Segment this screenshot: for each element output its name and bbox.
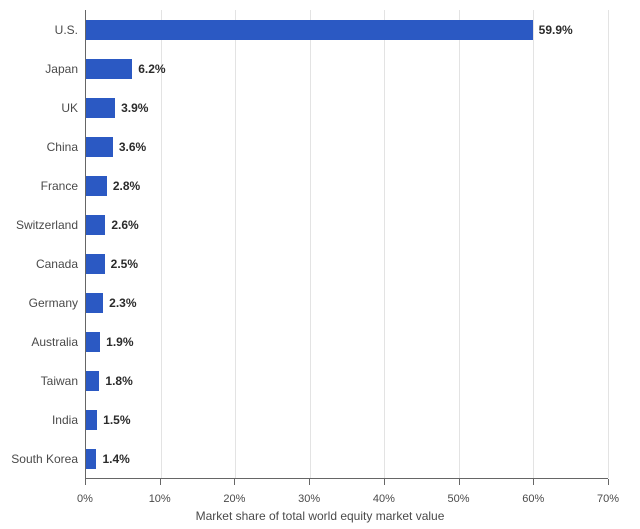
x-tick — [85, 479, 86, 485]
bar-value-label: 2.6% — [105, 218, 138, 232]
category-label: India — [52, 413, 86, 427]
x-tick-label: 20% — [223, 493, 245, 505]
category-label: Germany — [29, 296, 86, 310]
x-tick-label: 60% — [522, 493, 544, 505]
bar-row: 2.5% — [86, 254, 105, 274]
x-tick — [384, 479, 385, 485]
bar-row: 3.6% — [86, 137, 113, 157]
x-axis-ticks: 0%10%20%30%40%50%60%70% — [85, 479, 608, 485]
bar-value-label: 2.8% — [107, 179, 140, 193]
bar — [86, 254, 105, 274]
category-label: Japan — [45, 62, 86, 76]
bar-value-label: 1.5% — [97, 413, 130, 427]
bar-value-label: 3.9% — [115, 101, 148, 115]
bar-value-label: 1.8% — [99, 374, 132, 388]
category-label: Australia — [31, 335, 86, 349]
bar-value-label: 59.9% — [533, 23, 573, 37]
category-label: Taiwan — [41, 374, 86, 388]
bar-value-label: 1.4% — [96, 452, 129, 466]
category-label: Switzerland — [16, 218, 86, 232]
bar — [86, 449, 96, 469]
x-tick-label: 70% — [597, 493, 619, 505]
gridline — [608, 10, 609, 478]
category-label: U.S. — [55, 23, 86, 37]
category-label: China — [47, 140, 86, 154]
bar — [86, 332, 100, 352]
bar — [86, 215, 105, 235]
bar-row: 2.8% — [86, 176, 107, 196]
x-tick-label: 0% — [77, 493, 93, 505]
plot-area: 59.9%U.S.6.2%Japan3.9%UK3.6%China2.8%Fra… — [85, 10, 608, 479]
x-tick-label: 50% — [448, 493, 470, 505]
bar-row: 1.8% — [86, 371, 99, 391]
bar — [86, 20, 533, 40]
bar-row: 6.2% — [86, 59, 132, 79]
x-tick — [309, 479, 310, 485]
bar-value-label: 6.2% — [132, 62, 165, 76]
bar-value-label: 2.5% — [105, 257, 138, 271]
bar-value-label: 3.6% — [113, 140, 146, 154]
x-tick — [160, 479, 161, 485]
bar-value-label: 2.3% — [103, 296, 136, 310]
gridline — [310, 10, 311, 478]
gridline — [459, 10, 460, 478]
bar-row: 59.9% — [86, 20, 533, 40]
x-tick-label: 30% — [298, 493, 320, 505]
category-label: France — [41, 179, 86, 193]
gridline — [384, 10, 385, 478]
x-tick — [533, 479, 534, 485]
bar-row: 1.4% — [86, 449, 96, 469]
x-axis-title: Market share of total world equity marke… — [196, 509, 445, 523]
gridline — [235, 10, 236, 478]
gridline — [161, 10, 162, 478]
gridline — [533, 10, 534, 478]
x-tick-label: 10% — [149, 493, 171, 505]
x-tick — [234, 479, 235, 485]
bar — [86, 98, 115, 118]
x-tick — [459, 479, 460, 485]
category-label: UK — [61, 101, 86, 115]
bar — [86, 176, 107, 196]
bar-value-label: 1.9% — [100, 335, 133, 349]
x-tick — [608, 479, 609, 485]
x-tick-label: 40% — [373, 493, 395, 505]
bar-row: 3.9% — [86, 98, 115, 118]
bar — [86, 410, 97, 430]
category-label: South Korea — [11, 452, 86, 466]
bar — [86, 371, 99, 391]
bar — [86, 59, 132, 79]
category-label: Canada — [36, 257, 86, 271]
bar-row: 2.3% — [86, 293, 103, 313]
bar-row: 1.9% — [86, 332, 100, 352]
bar-row: 1.5% — [86, 410, 97, 430]
bar-chart: 59.9%U.S.6.2%Japan3.9%UK3.6%China2.8%Fra… — [0, 0, 640, 529]
bar-row: 2.6% — [86, 215, 105, 235]
bar — [86, 137, 113, 157]
bar — [86, 293, 103, 313]
